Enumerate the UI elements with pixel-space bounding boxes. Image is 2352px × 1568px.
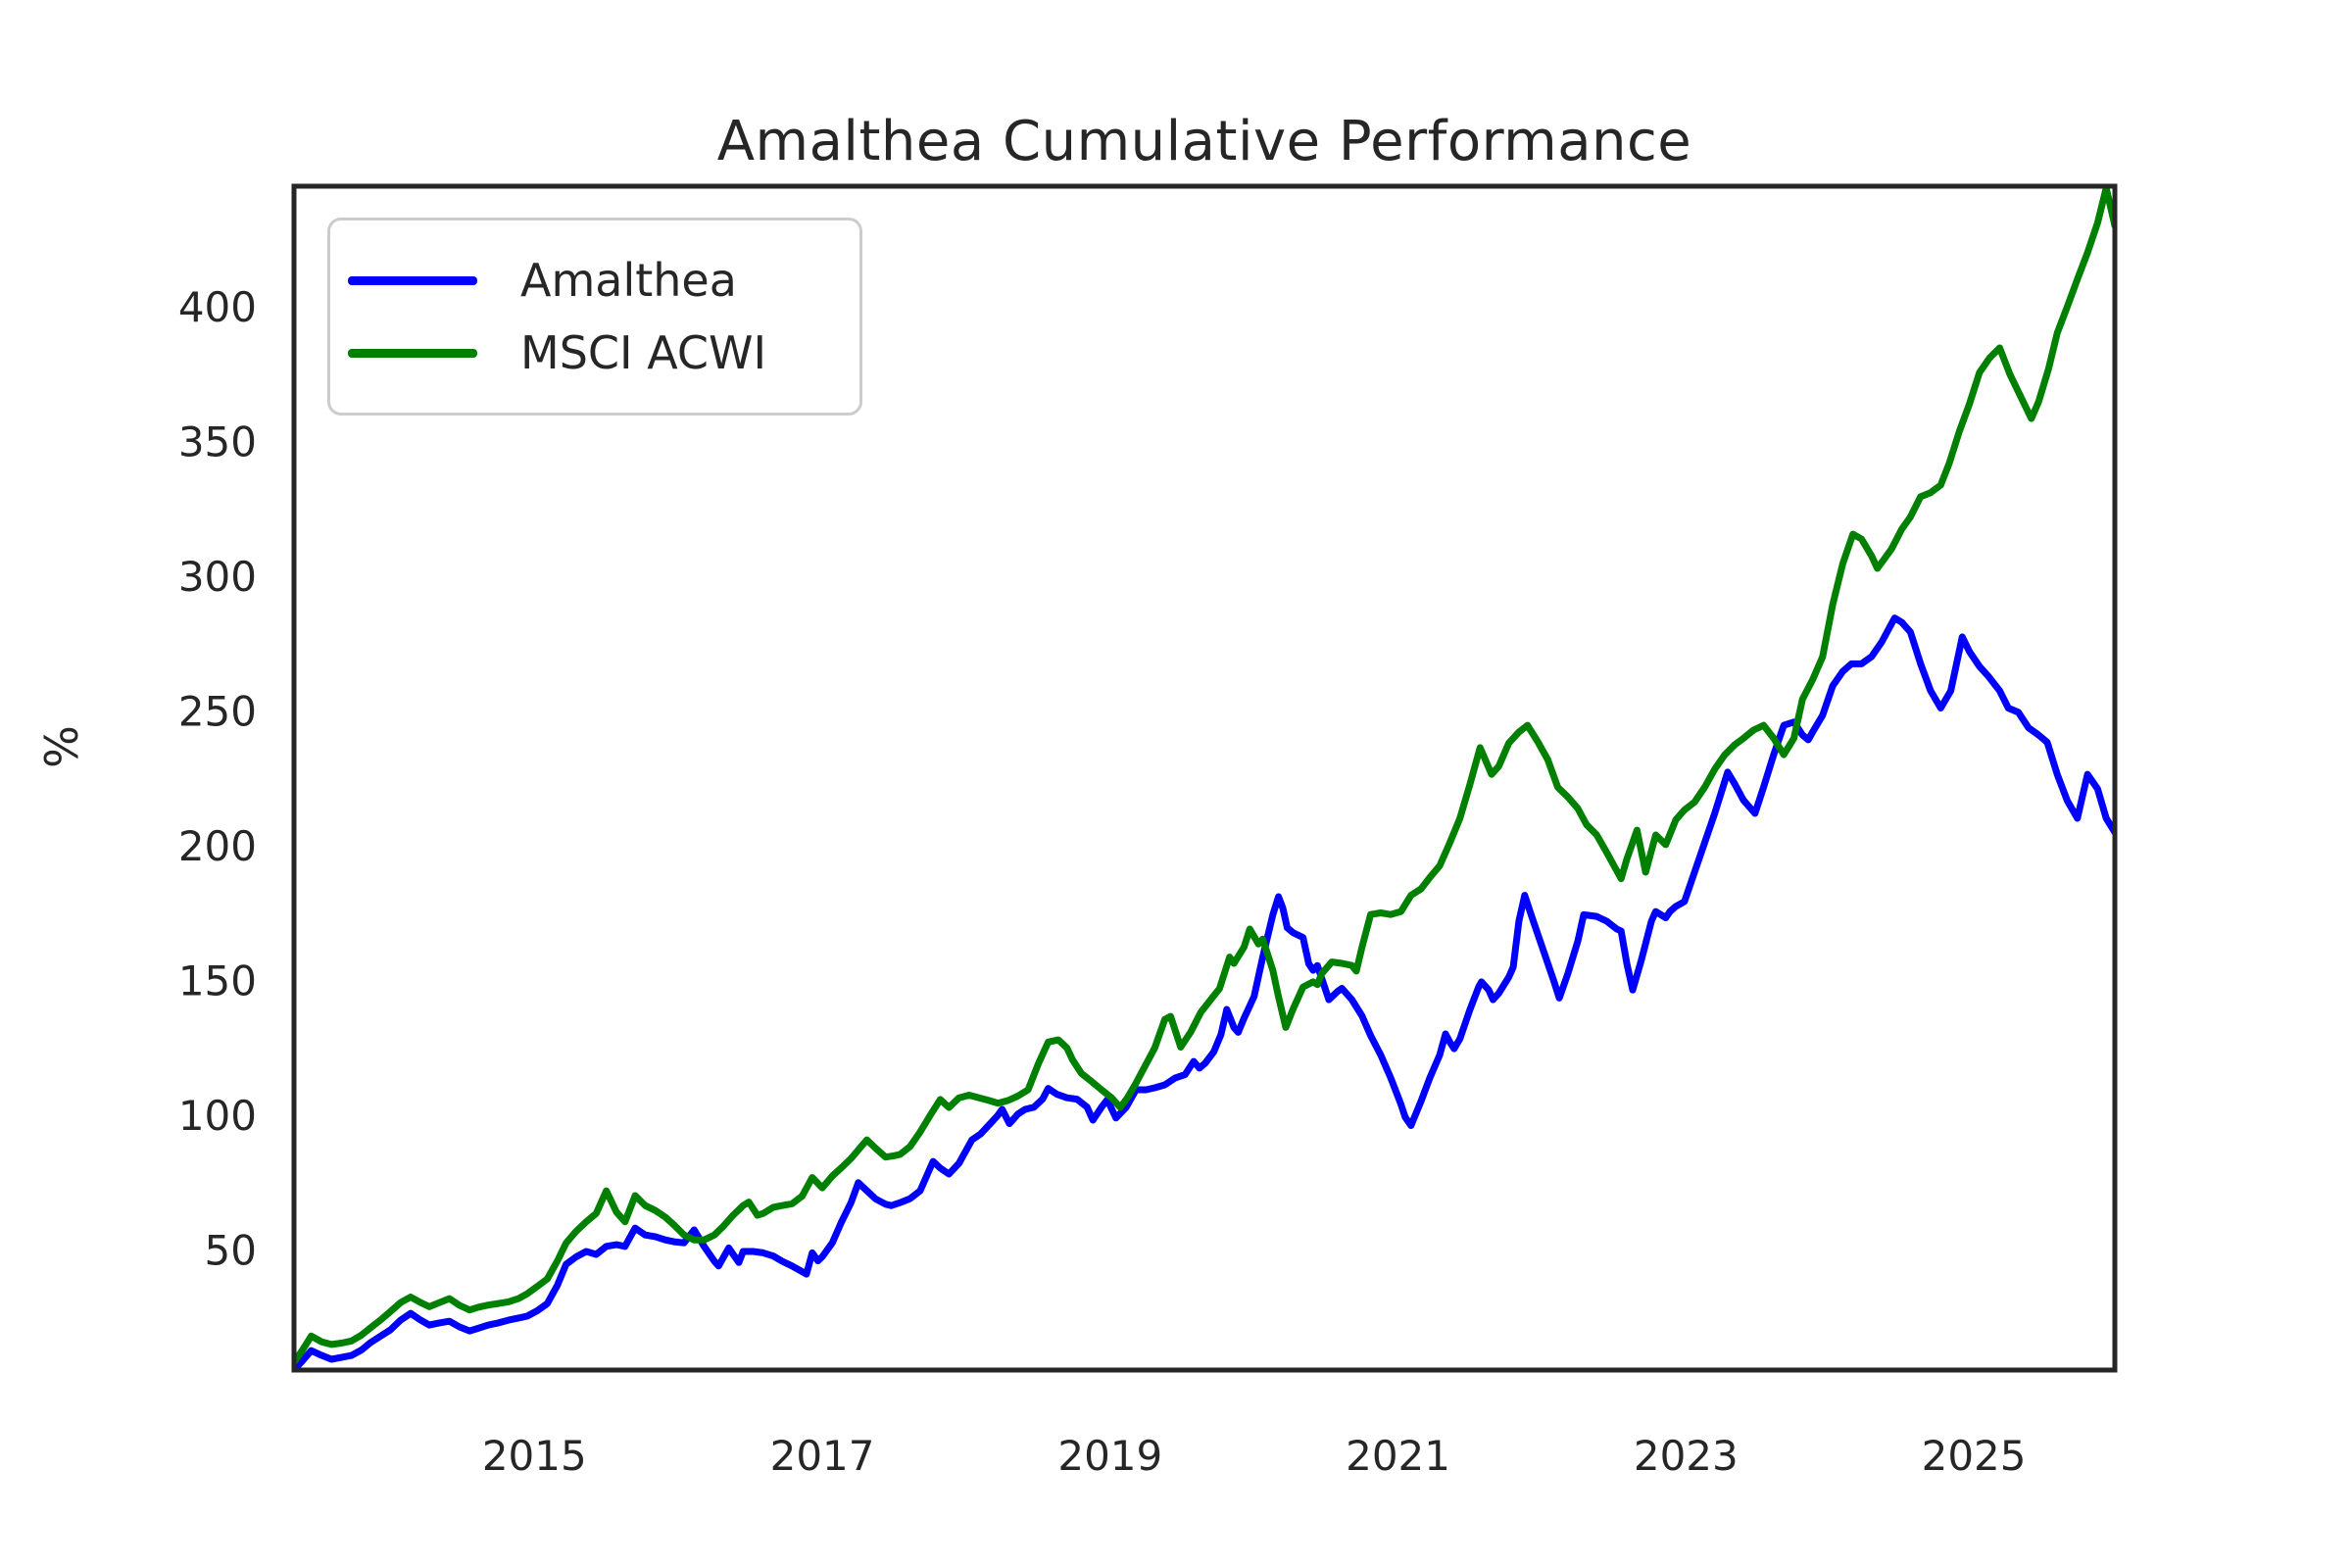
y-tick-label: 50	[205, 1227, 257, 1275]
x-tick-label: 2023	[1634, 1432, 1739, 1480]
y-tick-label: 250	[178, 688, 257, 736]
x-tick-label: 2021	[1346, 1432, 1450, 1480]
msci-acwi-line-swatch	[348, 348, 477, 358]
plot-border	[291, 183, 2118, 1373]
y-tick-label: 400	[178, 283, 257, 331]
series-line-amalthea	[294, 614, 2115, 1370]
legend-label-amalthea: Amalthea	[520, 254, 737, 307]
amalthea-line-swatch	[348, 275, 477, 285]
legend-item-amalthea: Amalthea	[330, 258, 859, 303]
x-tick-label: 2025	[1922, 1432, 2027, 1480]
y-tick-label: 150	[178, 957, 257, 1005]
legend-item-msci-acwi: MSCI ACWI	[330, 330, 859, 375]
x-tick-label: 2017	[770, 1432, 875, 1480]
legend-label-msci-acwi: MSCI ACWI	[520, 326, 767, 379]
y-tick-label: 200	[178, 822, 257, 870]
y-axis-label: %	[35, 725, 88, 768]
y-tick-label: 350	[178, 417, 257, 466]
chart-title: Amalthea Cumulative Performance	[716, 110, 1692, 173]
y-tick-label: 300	[178, 553, 257, 601]
series-line-msci-acwi	[294, 186, 2115, 1366]
legend: Amalthea MSCI ACWI	[327, 218, 862, 416]
x-tick-label: 2015	[482, 1432, 587, 1480]
y-tick-label: 100	[178, 1092, 257, 1140]
x-tick-label: 2019	[1057, 1432, 1162, 1480]
